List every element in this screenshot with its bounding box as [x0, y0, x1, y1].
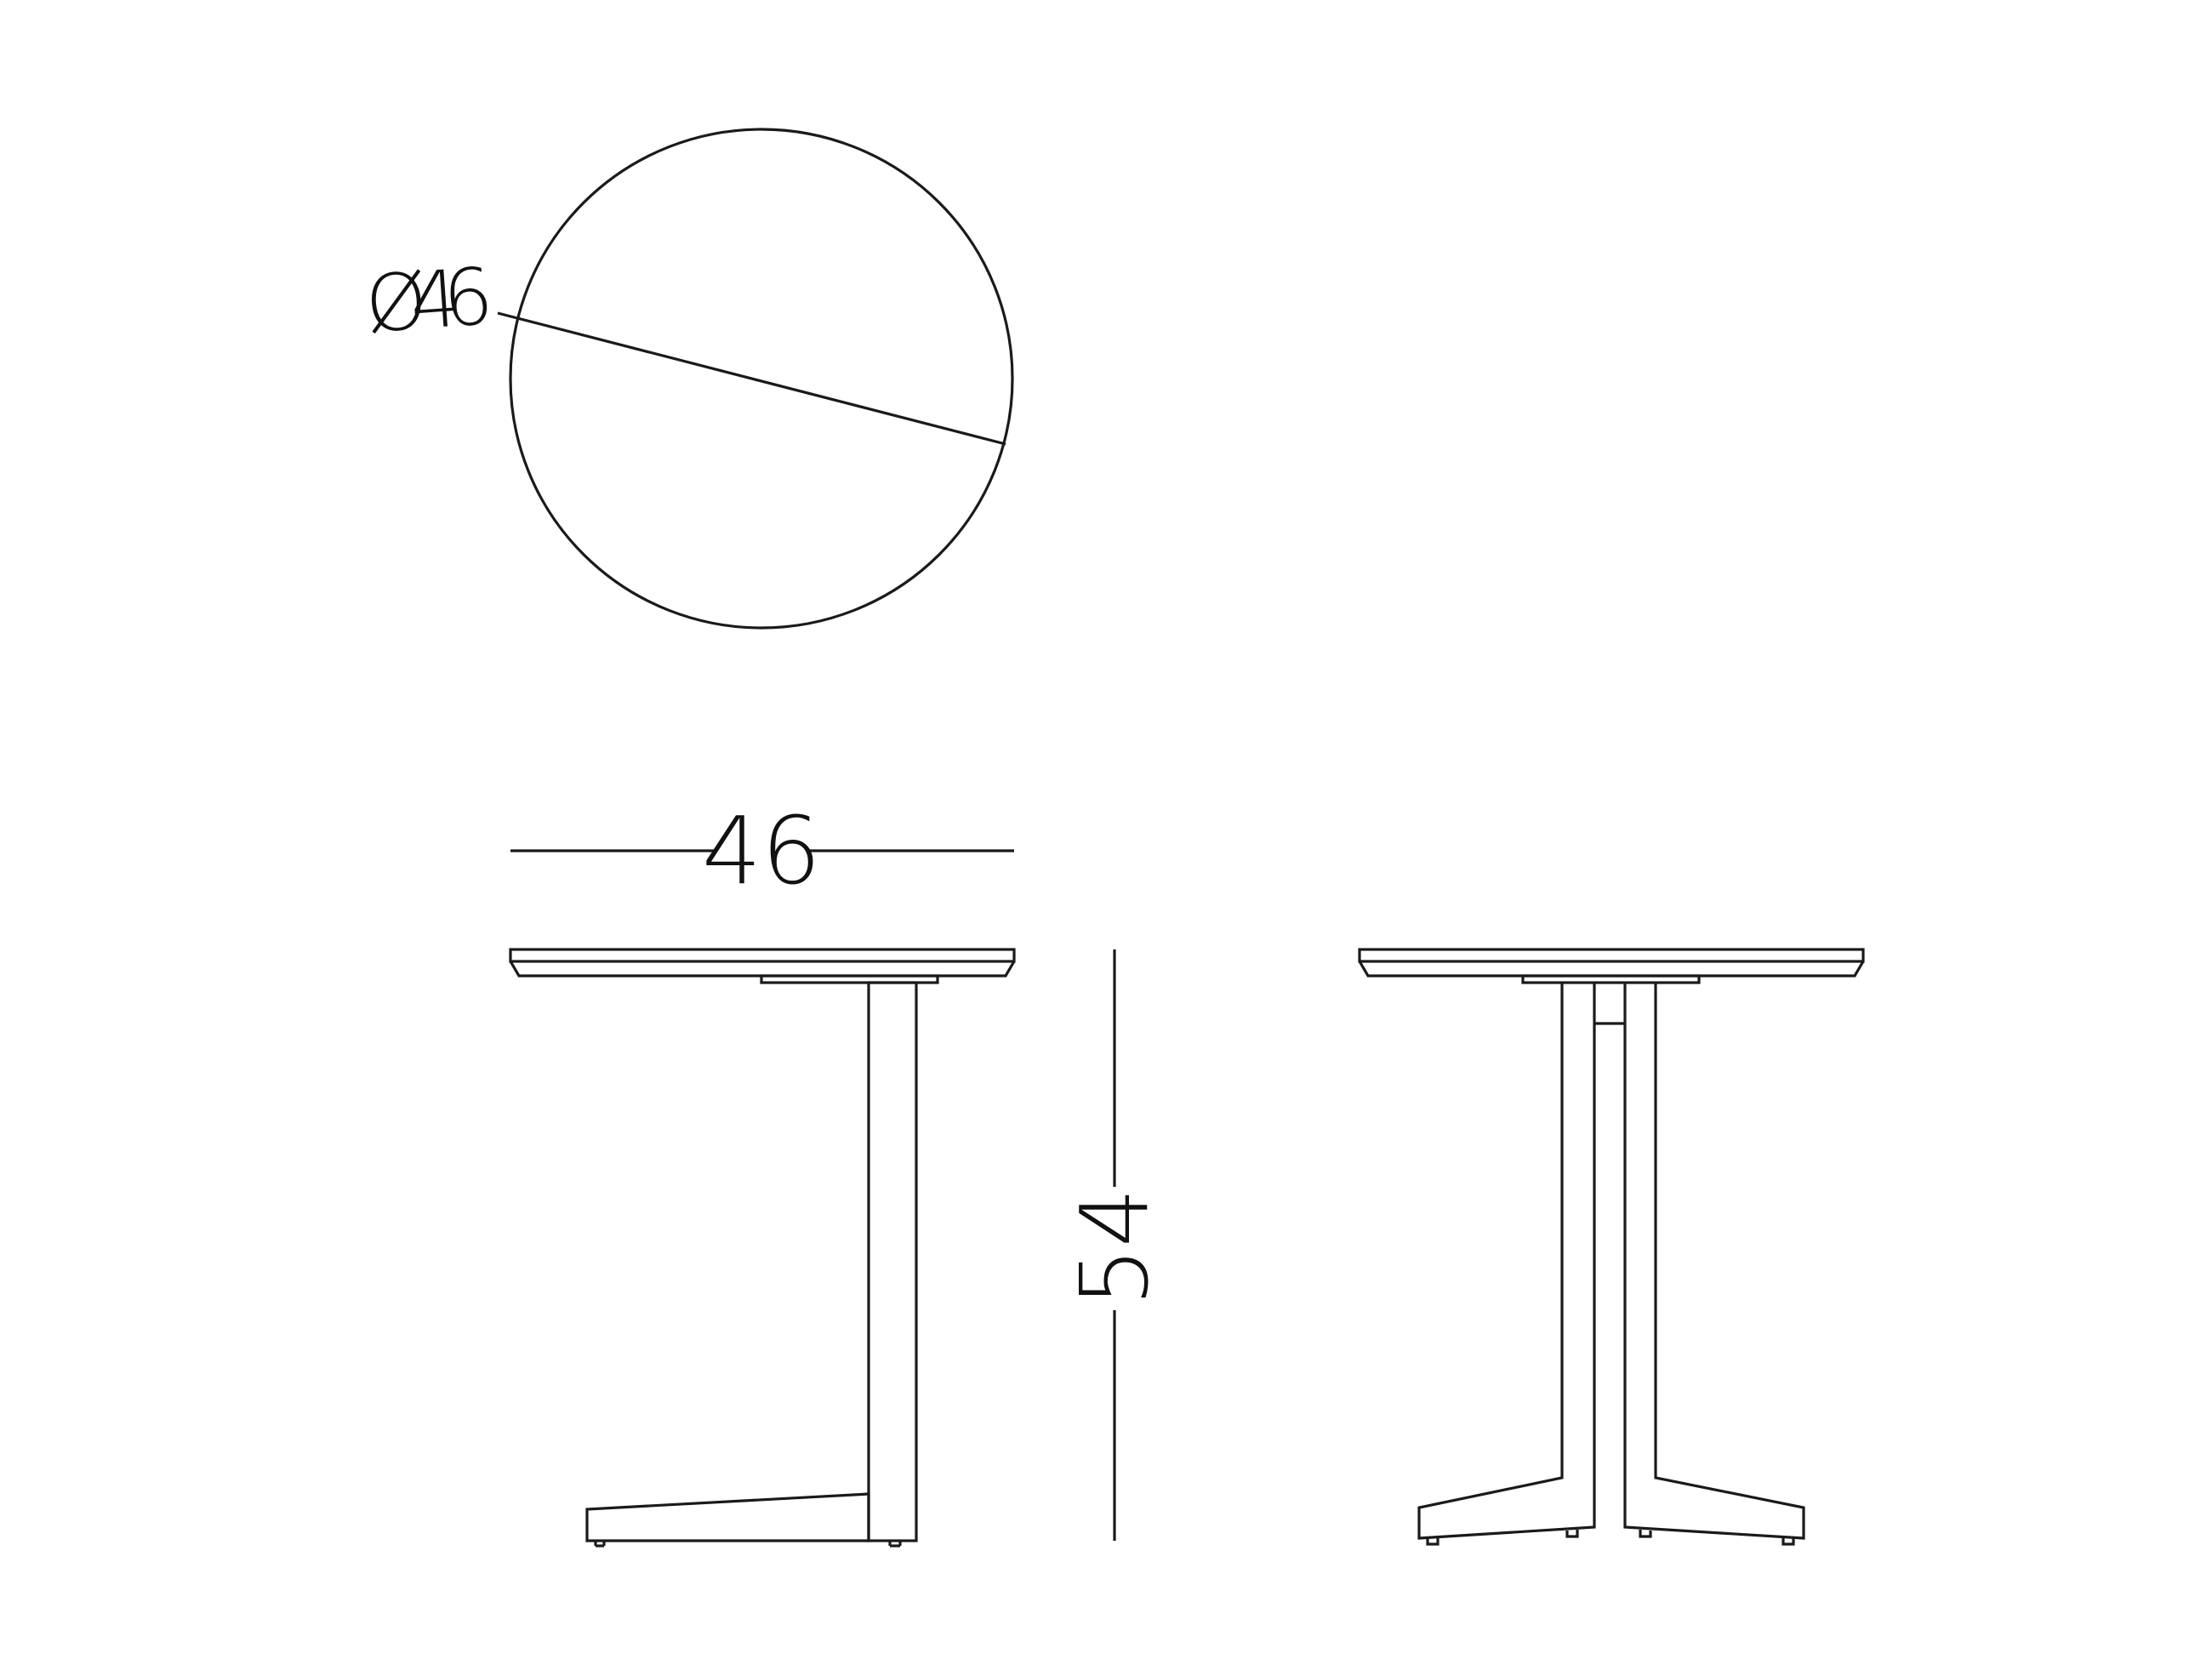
tabletop-circle	[509, 128, 1014, 630]
tabletop-chamfer	[509, 961, 1016, 978]
side-glide-1	[1426, 1536, 1440, 1546]
top-mount-plate	[760, 974, 939, 984]
width-label: 46	[702, 796, 821, 905]
top-view: Ø46	[362, 128, 1014, 630]
side-leg-right	[1623, 983, 1805, 1540]
side-top-mount-plate	[1521, 974, 1701, 984]
column	[867, 981, 918, 1542]
height-label: 54	[1060, 1188, 1169, 1307]
side-glide-3	[1639, 1530, 1652, 1538]
side-tabletop-slab	[1358, 948, 1865, 963]
side-leg-left	[1417, 983, 1596, 1540]
side-glide-4	[1782, 1536, 1795, 1546]
front-view: 46 54	[509, 796, 1169, 1548]
diameter-line	[497, 311, 1006, 446]
side-glide-2	[1565, 1530, 1579, 1538]
side-view	[1358, 948, 1865, 1546]
foot	[585, 1492, 870, 1542]
side-tabletop-chamfer	[1358, 961, 1865, 978]
tabletop-slab	[509, 948, 1016, 963]
diameter-label: Ø46	[362, 251, 496, 351]
